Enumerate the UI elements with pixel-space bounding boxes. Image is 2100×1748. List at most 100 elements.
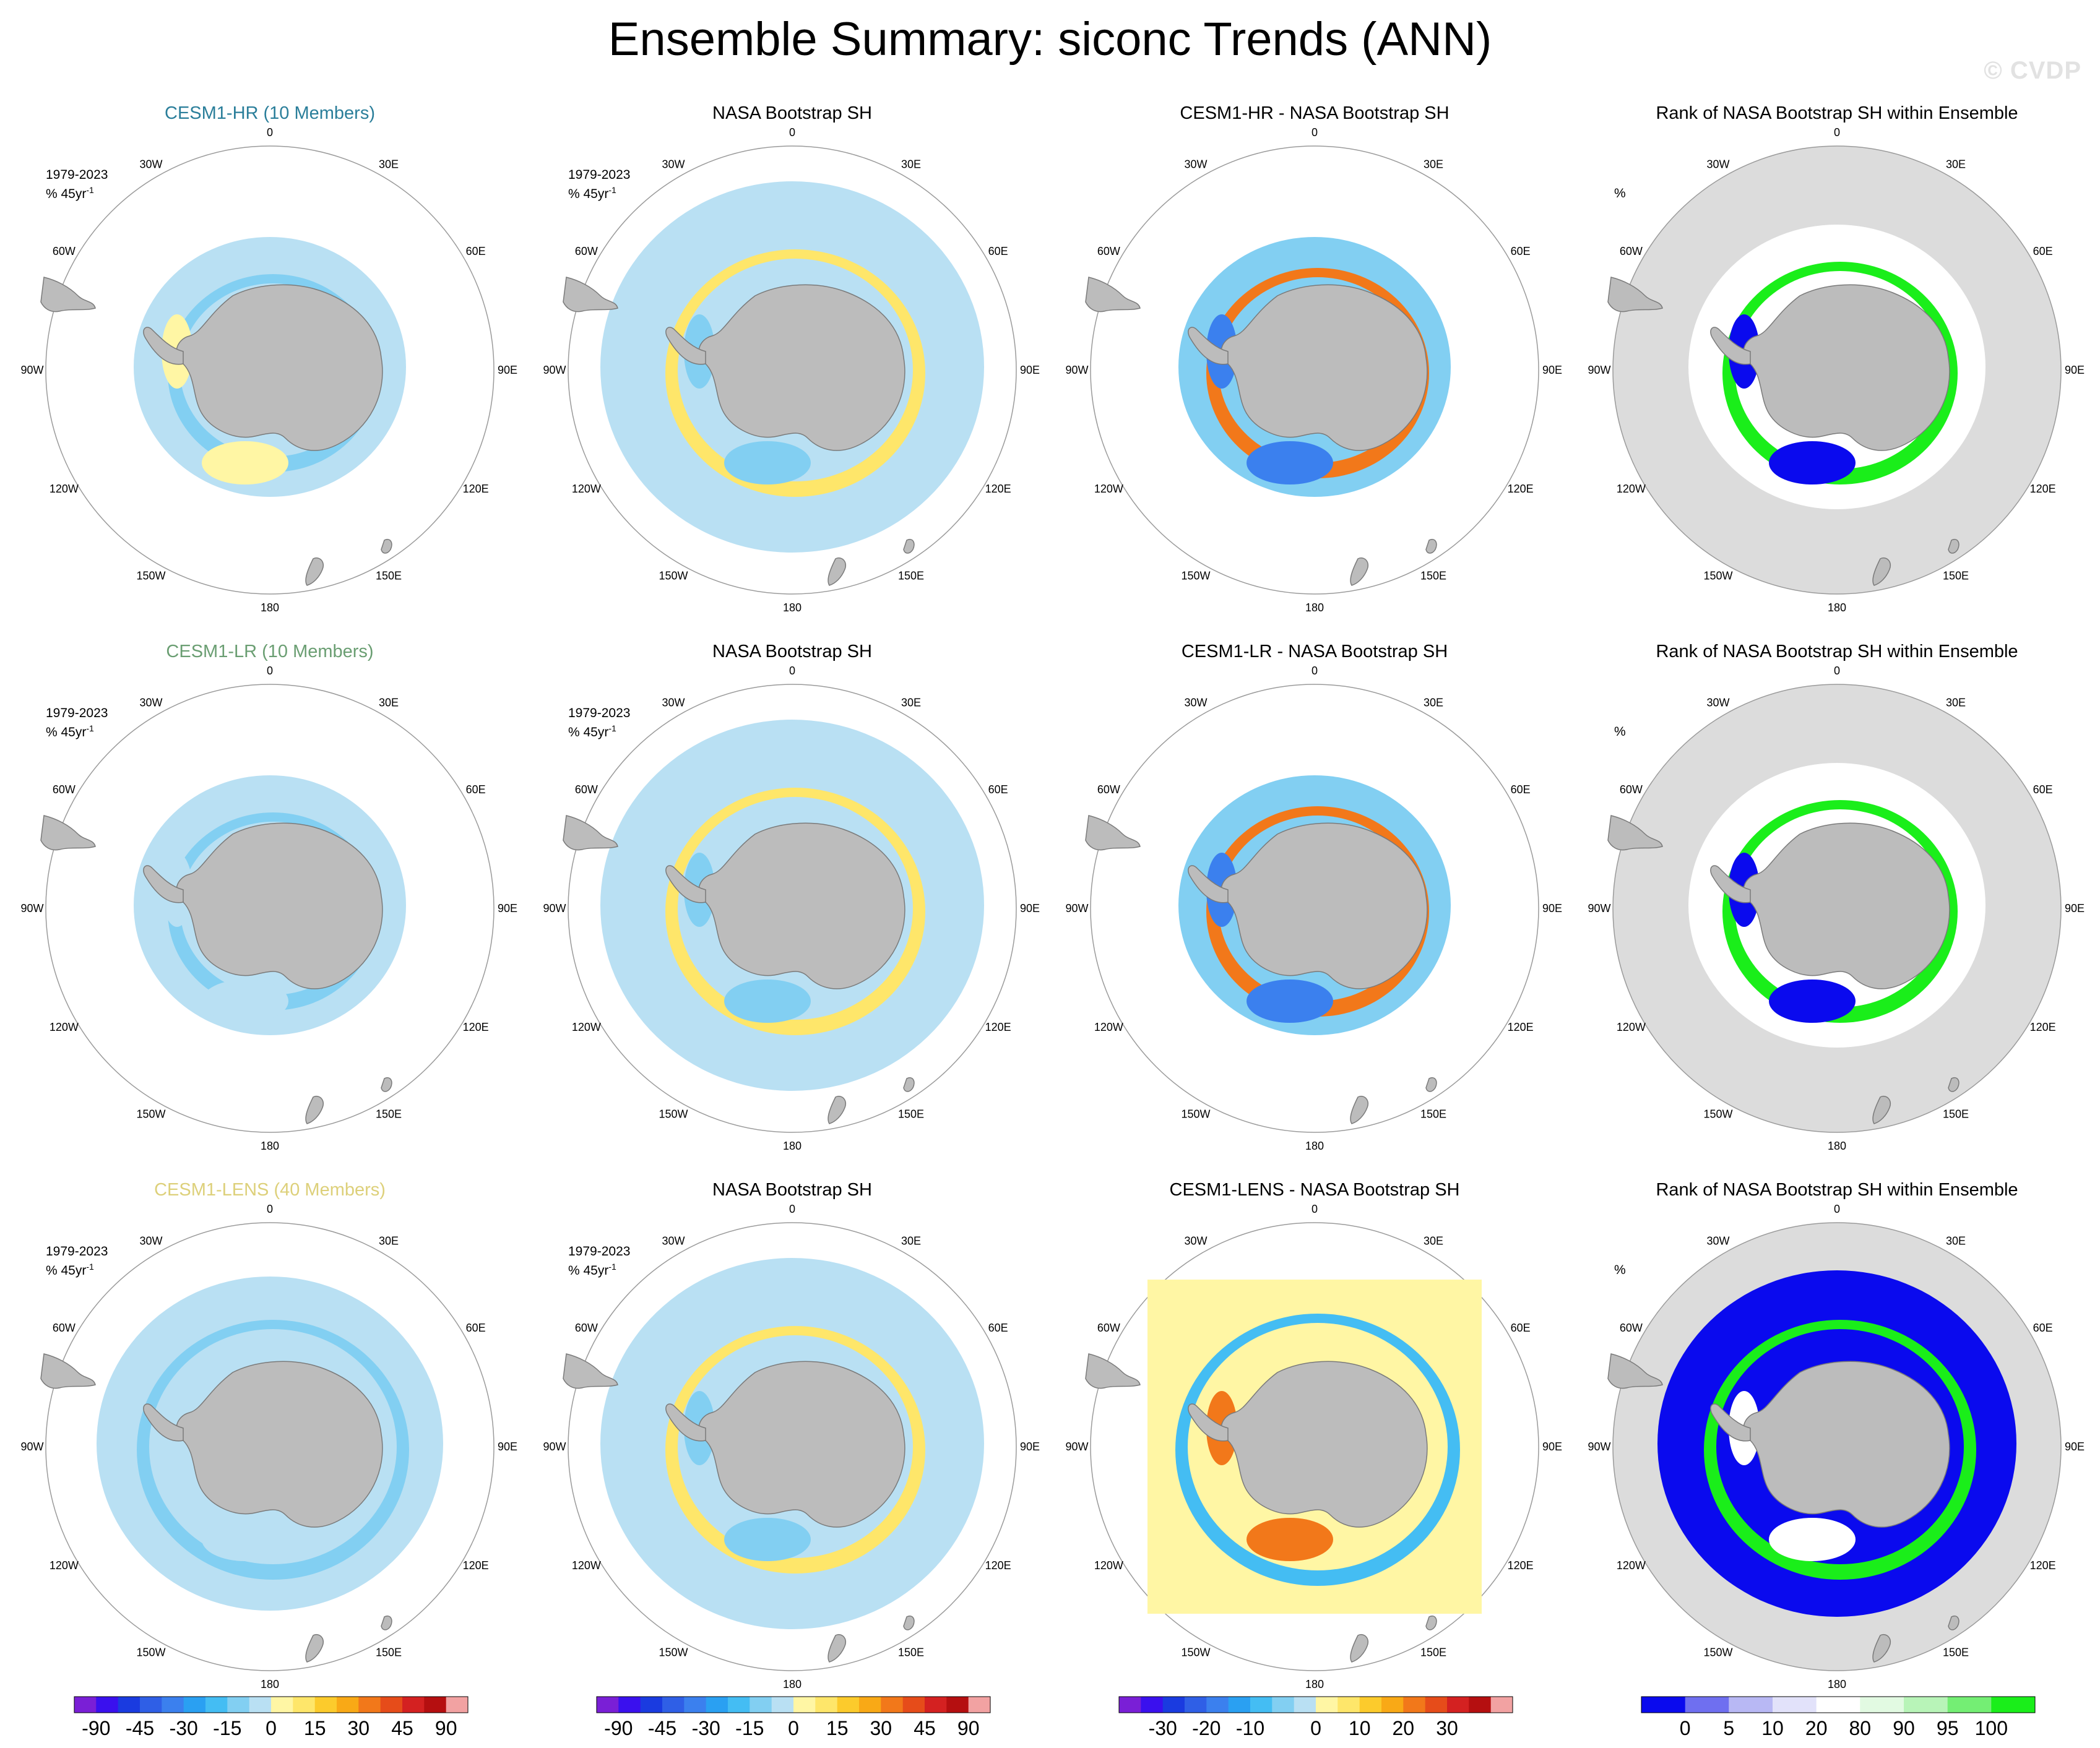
- longitude-label: 120E: [985, 483, 1011, 495]
- longitude-label: 0: [789, 1203, 795, 1215]
- longitude-label: 150W: [1181, 570, 1210, 582]
- longitude-label: 150E: [898, 1108, 924, 1121]
- longitude-label: 120W: [1617, 1021, 1646, 1033]
- longitude-label: 150E: [1943, 1108, 1969, 1121]
- colorbar-swatch: [446, 1697, 469, 1713]
- colorbar-swatch: [859, 1697, 881, 1713]
- longitude-label: 30W: [139, 1234, 162, 1247]
- longitude-label: 0: [1311, 1203, 1318, 1215]
- colorbar-0: -90 -45 -30 -15 0 15 30 45 90: [74, 1696, 469, 1739]
- longitude-label: 90W: [1588, 1440, 1610, 1453]
- panel-title-r1c1: NASA Bootstrap SH: [712, 642, 872, 661]
- colorbar-tick-label: 45: [391, 1717, 413, 1739]
- colorbar-tick-label: -90: [82, 1717, 110, 1739]
- longitude-label: 150E: [1943, 570, 1969, 582]
- longitude-label: 0: [1834, 126, 1840, 139]
- longitude-label: 60W: [53, 245, 76, 257]
- colorbar-swatch: [1860, 1697, 1904, 1713]
- longitude-label: 30E: [379, 696, 399, 708]
- longitude-label: 30W: [1184, 696, 1207, 708]
- colorbar-swatch: [1773, 1697, 1817, 1713]
- colorbar-tick-label: 0: [788, 1717, 799, 1739]
- longitude-label: 30W: [662, 158, 685, 170]
- colorbar-swatch: [293, 1697, 316, 1713]
- panel-title-r2c2: CESM1-LENS - NASA Bootstrap SH: [1169, 1180, 1460, 1200]
- longitude-label: 90E: [498, 902, 517, 915]
- longitude-label: 120W: [572, 1021, 601, 1033]
- longitude-label: 120E: [2030, 1021, 2056, 1033]
- longitude-label: 120W: [572, 483, 601, 495]
- longitude-label: 60E: [2033, 783, 2053, 796]
- longitude-label: 30E: [1946, 158, 1966, 170]
- longitude-label: 150W: [136, 1647, 165, 1659]
- longitude-label: 30E: [379, 158, 399, 170]
- longitude-label: 0: [789, 126, 795, 139]
- colorbar-swatch: [750, 1697, 772, 1713]
- longitude-label: 90W: [543, 902, 566, 915]
- colorbar-tick-label: 90: [435, 1717, 457, 1739]
- longitude-label: 180: [1305, 1140, 1324, 1152]
- panel-title-r0c1: NASA Bootstrap SH: [712, 103, 872, 123]
- colorbar-frame: [1118, 1696, 1513, 1713]
- longitude-label: 30E: [901, 1234, 921, 1247]
- longitude-label: 120E: [2030, 483, 2056, 495]
- longitude-label: 180: [261, 1678, 279, 1690]
- longitude-label: 180: [261, 601, 279, 614]
- colorbar-swatch: [815, 1697, 838, 1713]
- longitude-label: 90E: [1020, 1440, 1040, 1453]
- colorbar-swatch: [1947, 1697, 1992, 1713]
- colorbar-tick-label: -90: [604, 1717, 633, 1739]
- longitude-label: 0: [789, 665, 795, 677]
- colorbar-tick-label: -45: [126, 1717, 154, 1739]
- field-accent-ross: [1769, 1518, 1856, 1561]
- panel-title-r0c0: CESM1-HR (10 Members): [165, 103, 375, 123]
- longitude-label: 60W: [575, 245, 598, 257]
- longitude-label: 90E: [1542, 902, 1562, 915]
- units-r0c3: %: [1614, 186, 1626, 200]
- colorbar-swatch: [1729, 1697, 1773, 1713]
- colorbar-swatch: [227, 1697, 250, 1713]
- longitude-label: 150W: [1703, 1108, 1732, 1121]
- units-r2c1: % 45yr-1: [568, 1262, 616, 1278]
- longitude-label: 150E: [898, 1647, 924, 1659]
- longitude-label: 150W: [659, 1108, 688, 1121]
- longitude-label: 120W: [50, 483, 79, 495]
- longitude-label: 60E: [466, 783, 486, 796]
- colorbar-tick-label: 20: [1805, 1717, 1828, 1739]
- panel-title-r0c3: Rank of NASA Bootstrap SH within Ensembl…: [1656, 103, 2018, 123]
- map-panel-r0c1: 0 30E 60E 90E 120E 150E 180 150W 120W 90W 60W 30W: [543, 126, 1040, 614]
- longitude-label: 60W: [575, 1322, 598, 1334]
- longitude-label: 30W: [1184, 1234, 1207, 1247]
- colorbar-swatch: [684, 1697, 707, 1713]
- longitude-label: 90W: [20, 364, 43, 376]
- colorbar-tick-label: 0: [1680, 1717, 1691, 1739]
- longitude-label: 150E: [376, 1647, 402, 1659]
- colorbar-swatch: [162, 1697, 184, 1713]
- panel-title-r1c0: CESM1-LR (10 Members): [166, 642, 374, 661]
- longitude-label: 90E: [1020, 902, 1040, 915]
- longitude-label: 120W: [1617, 1559, 1646, 1572]
- colorbar-swatch: [728, 1697, 750, 1713]
- map-panel-r1c0: 0 30E 60E 90E 120E 150E 180 150W 120W 90W 60W 30W: [20, 665, 517, 1152]
- colorbar-frame: [1641, 1696, 2036, 1713]
- colorbar-tick-label: 10: [1761, 1717, 1784, 1739]
- longitude-label: 180: [783, 1140, 802, 1152]
- colorbar-swatch: [793, 1697, 816, 1713]
- longitude-label: 0: [1834, 665, 1840, 677]
- colorbar-swatch: [314, 1697, 337, 1713]
- longitude-label: 90W: [543, 364, 566, 376]
- units-r1c0: % 45yr-1: [46, 723, 94, 739]
- colorbar-swatch: [968, 1697, 991, 1713]
- longitude-label: 60E: [1511, 245, 1531, 257]
- longitude-label: 180: [1828, 601, 1846, 614]
- longitude-label: 60E: [988, 783, 1008, 796]
- field-accent-ross: [202, 979, 288, 1023]
- map-panel-r0c3: 0 30E 60E 90E 120E 150E 180 150W 120W 90W 60W 30W: [1588, 126, 2085, 614]
- longitude-label: 30W: [1706, 1234, 1729, 1247]
- colorbar-swatch: [771, 1697, 794, 1713]
- longitude-label: 0: [1311, 665, 1318, 677]
- field-accent-ross: [724, 1518, 811, 1561]
- longitude-label: 60W: [1620, 245, 1643, 257]
- map-panel-r1c1: 0 30E 60E 90E 120E 150E 180 150W 120W 90W 60W 30W: [543, 665, 1040, 1152]
- colorbar-tick-label: 30: [1436, 1717, 1458, 1739]
